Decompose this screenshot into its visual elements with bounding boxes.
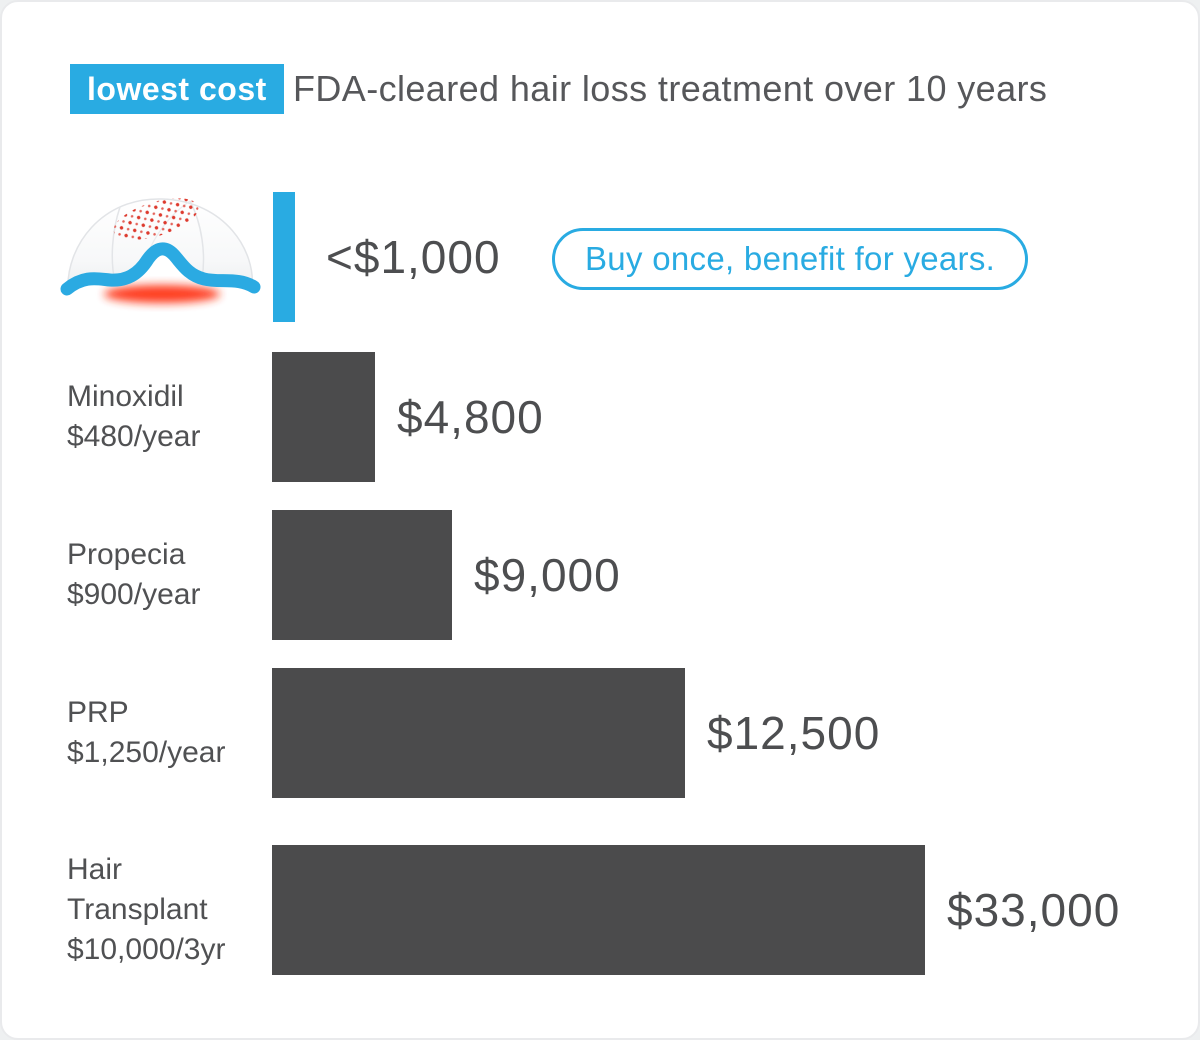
buy-once-pill-button[interactable]: Buy once, benefit for years. [552,228,1029,290]
bar-row-hair-transplant: Hair Transplant $10,000/3yr $33,000 [67,845,1120,975]
laser-glow [104,285,220,303]
row-label: PRP $1,250/year [67,693,272,773]
treatment-name: Propecia [67,538,186,571]
laser-cap-price: <$1,000 [326,231,501,283]
cost-value: $9,000 [474,549,621,601]
treatment-name: Minoxidil [67,380,184,413]
treatment-name: PRP [67,696,129,729]
lowest-cost-badge: lowest cost [70,64,284,114]
cost-value: $4,800 [397,391,544,443]
treatment-name: Hair Transplant [67,853,208,926]
cost-value: $12,500 [707,707,881,759]
row-label: Minoxidil $480/year [67,377,272,457]
row-label: Propecia $900/year [67,535,272,615]
cost-bar [272,845,925,975]
bar-row-minoxidil: Minoxidil $480/year $4,800 [67,352,544,482]
laser-cap-bar [273,192,295,322]
row-label: Hair Transplant $10,000/3yr [67,850,272,970]
treatment-rate: $480/year [67,420,201,453]
treatment-rate: $10,000/3yr [67,933,226,966]
bar-row-propecia: Propecia $900/year $9,000 [67,510,621,640]
treatment-rate: $1,250/year [67,736,226,769]
cost-bar [272,510,452,640]
treatment-rate: $900/year [67,578,201,611]
cost-value: $33,000 [947,884,1121,936]
cost-bar [272,668,685,798]
laser-cap-image [60,198,261,303]
helmet-blue-rim [60,242,261,296]
laser-diode-dots [113,198,199,240]
cost-bar [272,352,375,482]
bar-row-prp: PRP $1,250/year $12,500 [67,668,880,798]
page-title: FDA-cleared hair loss treatment over 10 … [293,68,1048,109]
